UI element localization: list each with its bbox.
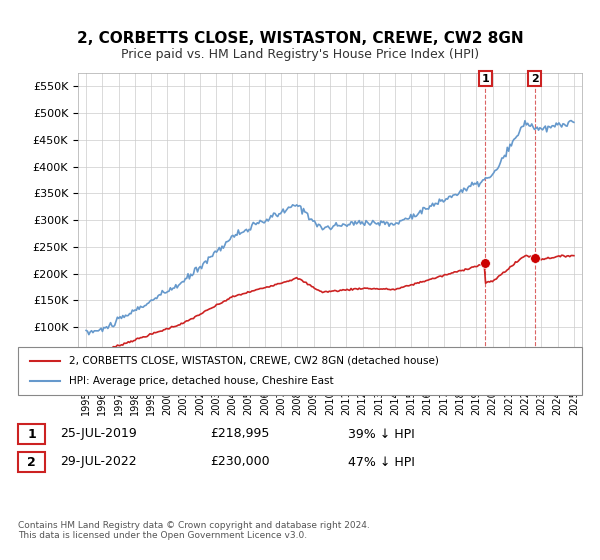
Text: HPI: Average price, detached house, Cheshire East: HPI: Average price, detached house, Ches… bbox=[69, 376, 334, 386]
Text: 2, CORBETTS CLOSE, WISTASTON, CREWE, CW2 8GN: 2, CORBETTS CLOSE, WISTASTON, CREWE, CW2… bbox=[77, 31, 523, 46]
Text: 2: 2 bbox=[28, 455, 36, 469]
Text: 47% ↓ HPI: 47% ↓ HPI bbox=[348, 455, 415, 469]
Text: 39% ↓ HPI: 39% ↓ HPI bbox=[348, 427, 415, 441]
Text: 1: 1 bbox=[28, 427, 36, 441]
Text: 2, CORBETTS CLOSE, WISTASTON, CREWE, CW2 8GN (detached house): 2, CORBETTS CLOSE, WISTASTON, CREWE, CW2… bbox=[69, 356, 439, 366]
Text: Contains HM Land Registry data © Crown copyright and database right 2024.
This d: Contains HM Land Registry data © Crown c… bbox=[18, 521, 370, 540]
Text: £218,995: £218,995 bbox=[210, 427, 269, 441]
Text: 25-JUL-2019: 25-JUL-2019 bbox=[60, 427, 137, 441]
Text: £230,000: £230,000 bbox=[210, 455, 269, 469]
Text: 29-JUL-2022: 29-JUL-2022 bbox=[60, 455, 137, 469]
Text: 2: 2 bbox=[530, 73, 538, 83]
Text: Price paid vs. HM Land Registry's House Price Index (HPI): Price paid vs. HM Land Registry's House … bbox=[121, 48, 479, 60]
Text: 1: 1 bbox=[482, 73, 490, 83]
